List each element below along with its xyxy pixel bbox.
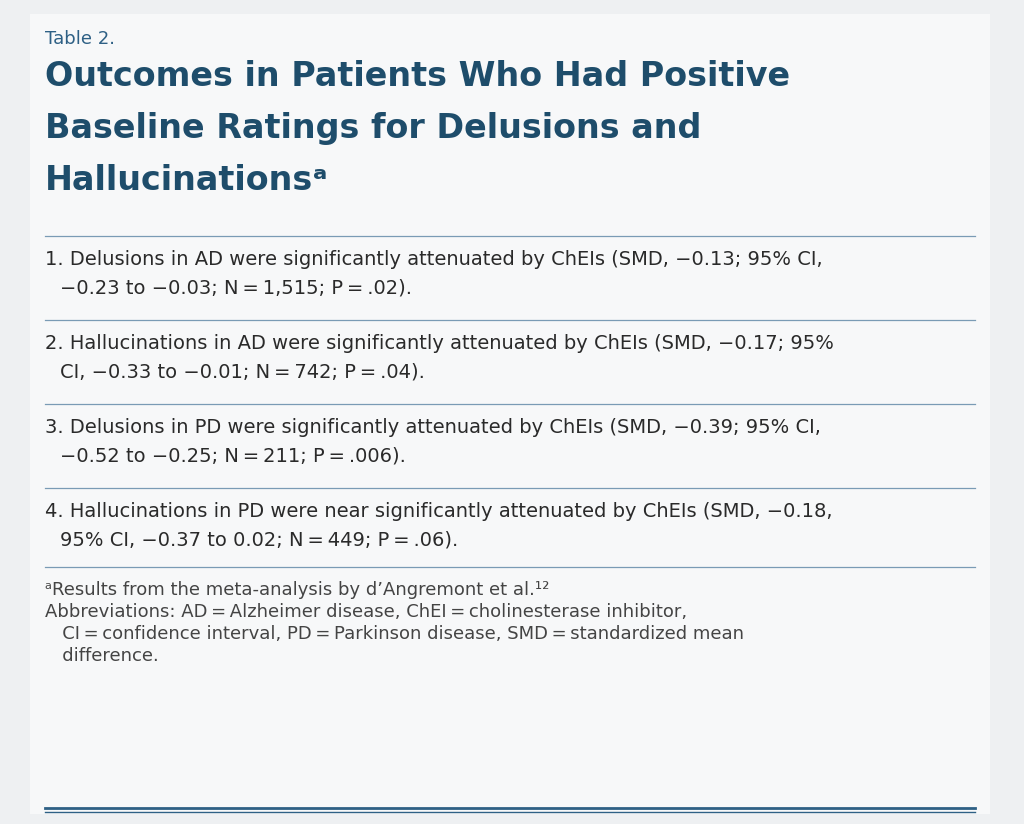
- Text: ᵃResults from the meta-analysis by d’Angremont et al.¹²: ᵃResults from the meta-analysis by d’Ang…: [45, 581, 549, 599]
- Text: CI, −0.33 to −0.01; N = 742; P = .04).: CI, −0.33 to −0.01; N = 742; P = .04).: [60, 362, 425, 381]
- Text: −0.52 to −0.25; N = 211; P = .006).: −0.52 to −0.25; N = 211; P = .006).: [60, 446, 406, 465]
- Text: Outcomes in Patients Who Had Positive: Outcomes in Patients Who Had Positive: [45, 60, 791, 93]
- Text: 4. Hallucinations in PD were near significantly attenuated by ChEIs (SMD, −0.18,: 4. Hallucinations in PD were near signif…: [45, 502, 833, 521]
- Text: Baseline Ratings for Delusions and: Baseline Ratings for Delusions and: [45, 112, 701, 145]
- Text: −0.23 to −0.03; N = 1,515; P = .02).: −0.23 to −0.03; N = 1,515; P = .02).: [60, 278, 412, 297]
- Text: Table 2.: Table 2.: [45, 30, 115, 48]
- Text: CI = confidence interval, PD = Parkinson disease, SMD = standardized mean: CI = confidence interval, PD = Parkinson…: [45, 625, 744, 643]
- Text: Abbreviations: AD = Alzheimer disease, ChEI = cholinesterase inhibitor,: Abbreviations: AD = Alzheimer disease, C…: [45, 603, 687, 621]
- Text: 1. Delusions in AD were significantly attenuated by ChEIs (SMD, −0.13; 95% CI,: 1. Delusions in AD were significantly at…: [45, 250, 822, 269]
- Text: 3. Delusions in PD were significantly attenuated by ChEIs (SMD, −0.39; 95% CI,: 3. Delusions in PD were significantly at…: [45, 418, 821, 437]
- Text: 95% CI, −0.37 to 0.02; N = 449; P = .06).: 95% CI, −0.37 to 0.02; N = 449; P = .06)…: [60, 530, 459, 549]
- Text: Hallucinationsᵃ: Hallucinationsᵃ: [45, 164, 329, 197]
- Text: 2. Hallucinations in AD were significantly attenuated by ChEIs (SMD, −0.17; 95%: 2. Hallucinations in AD were significant…: [45, 334, 834, 353]
- Text: difference.: difference.: [45, 647, 159, 665]
